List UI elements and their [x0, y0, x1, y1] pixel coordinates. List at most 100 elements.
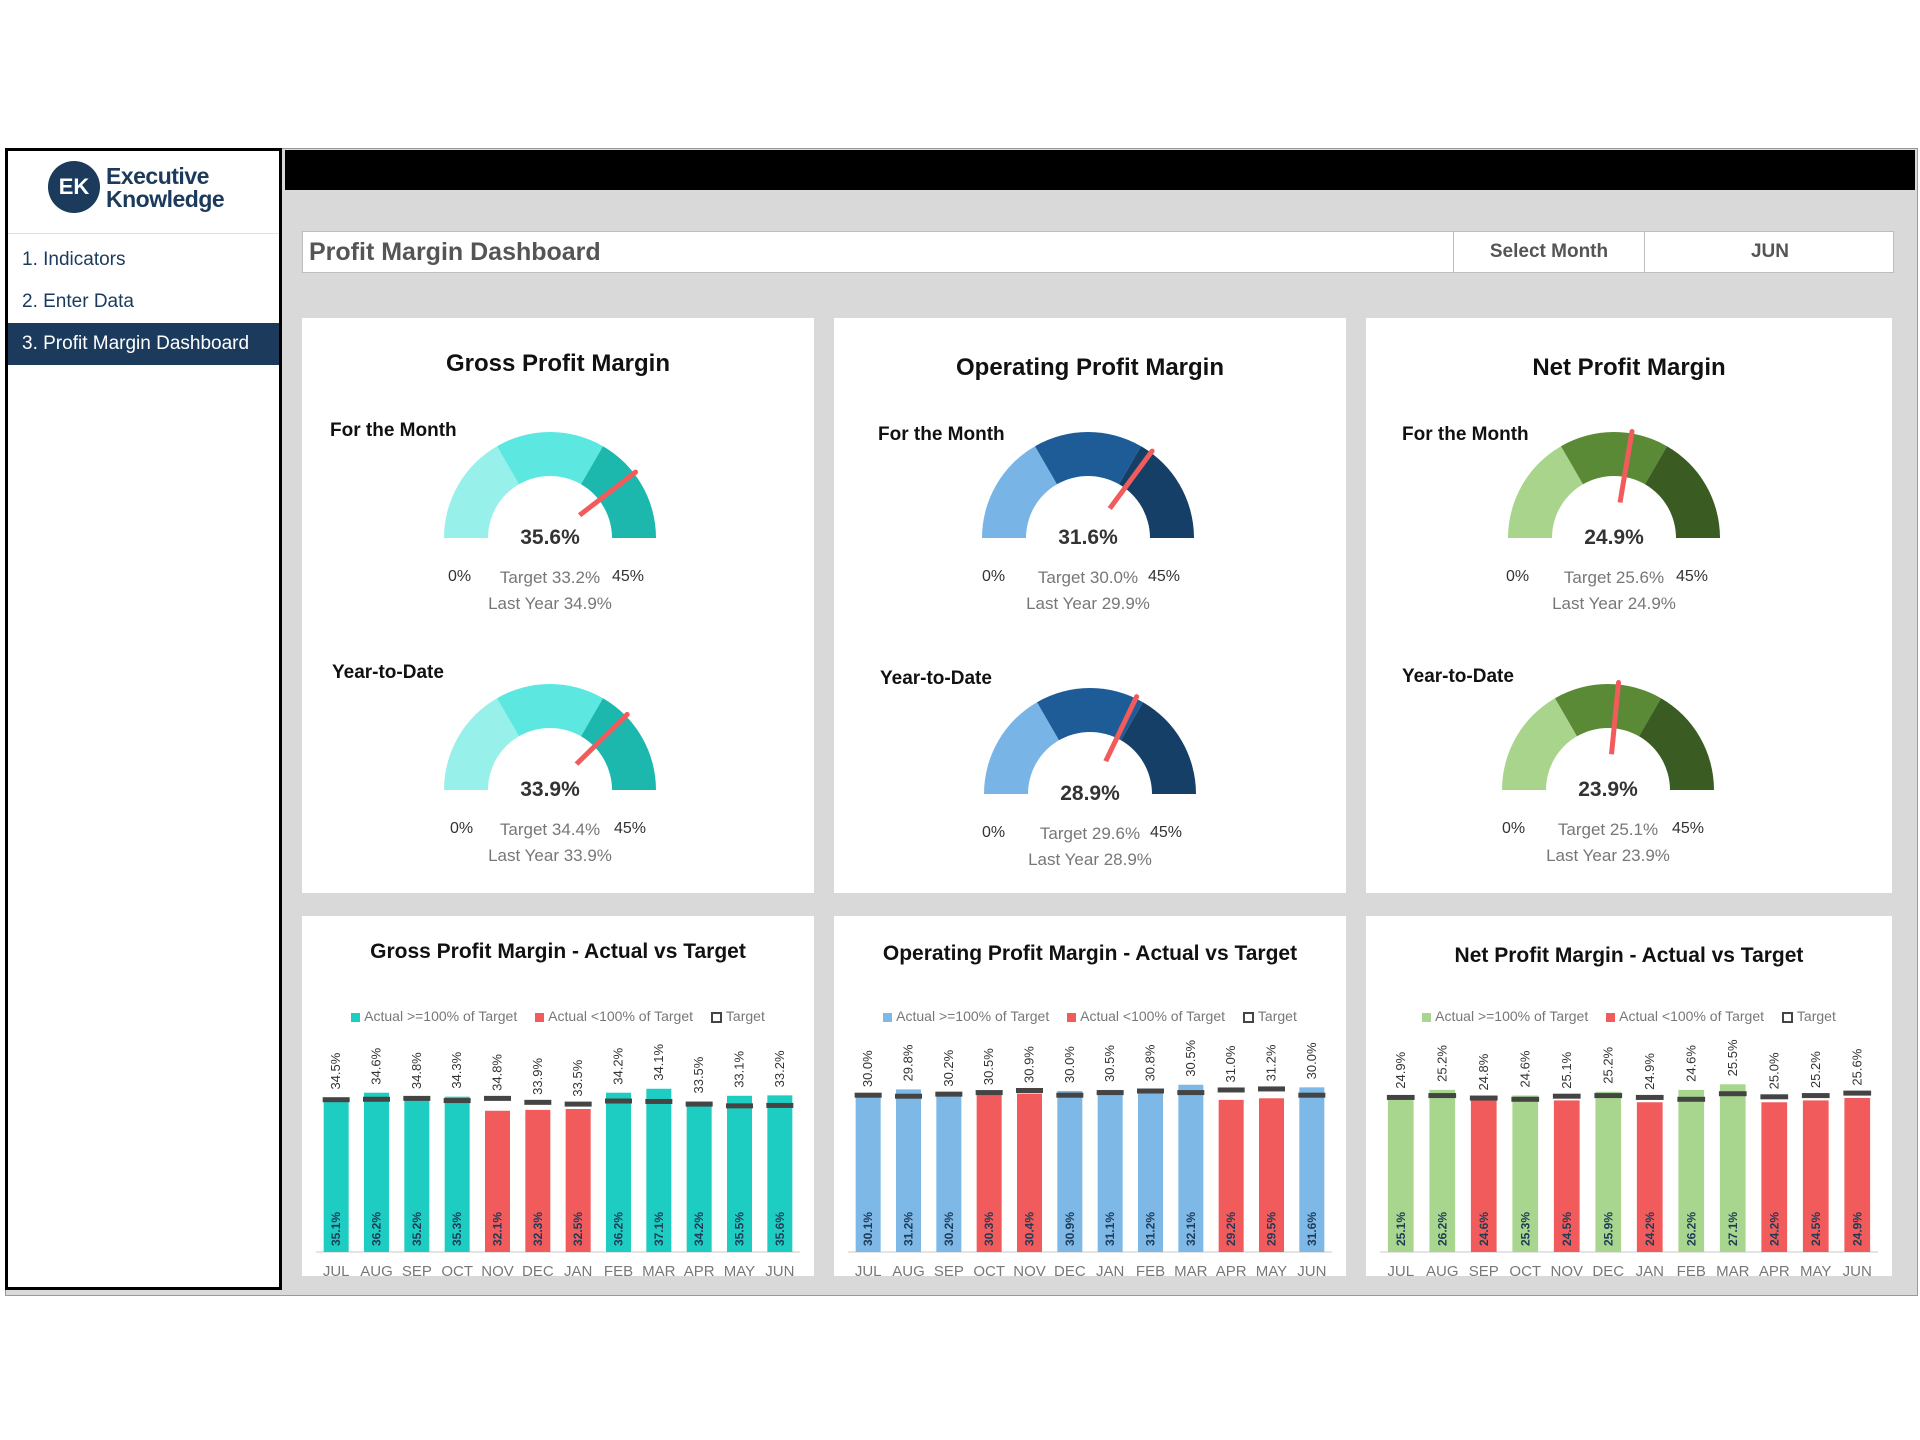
sidebar-item-indicators[interactable]: 1. Indicators	[22, 249, 126, 270]
x-tick-label: DEC	[1592, 1263, 1624, 1276]
bar-target-label: 24.9%	[1393, 1051, 1408, 1088]
bar-target-marker	[645, 1098, 673, 1104]
bar-target-label: 25.1%	[1559, 1051, 1574, 1088]
bar-target-marker	[766, 1102, 794, 1108]
bar-target-marker	[854, 1092, 882, 1098]
bar-target-marker	[685, 1101, 713, 1107]
gauge-svg	[444, 432, 656, 546]
gauge-last-year: Last Year 34.9%	[488, 594, 612, 613]
bar-actual	[1429, 1089, 1456, 1252]
bar-actual-label: 32.1%	[491, 1212, 505, 1246]
x-tick-label: SEP	[1469, 1263, 1499, 1276]
bar-target-label: 30.8%	[1143, 1044, 1158, 1081]
logo-text: Executive Knowledge	[106, 165, 225, 211]
bar-actual-label: 25.3%	[1518, 1212, 1532, 1246]
legend-label: Target	[1796, 1008, 1836, 1024]
legend-swatch	[883, 1012, 893, 1022]
bar-actual	[1844, 1097, 1871, 1252]
x-tick-label: MAY	[724, 1263, 755, 1276]
bar-actual-label: 31.1%	[1103, 1212, 1117, 1246]
legend-swatch	[1067, 1012, 1077, 1022]
gauge-band-mid	[1037, 688, 1143, 741]
bar-target-label: 34.8%	[490, 1054, 505, 1091]
gauge-band-low	[1508, 446, 1583, 538]
x-tick-label: AUG	[892, 1263, 925, 1276]
sidebar: EK Executive Knowledge 1. Indicators 2. …	[5, 148, 282, 1290]
select-month-label: Select Month	[1453, 232, 1644, 272]
bar-target-label: 24.6%	[1517, 1050, 1532, 1087]
gauge-hub	[510, 754, 590, 798]
legend-label: Actual >=100% of Target	[896, 1008, 1050, 1024]
ytd-label: Year-to-Date	[332, 662, 444, 683]
x-tick-label: JUN	[1297, 1263, 1326, 1276]
x-tick-label: FEB	[604, 1263, 633, 1276]
legend-label: Actual >=100% of Target	[1435, 1008, 1589, 1024]
bar-actual	[605, 1092, 632, 1252]
bar-actual-label: 24.5%	[1809, 1212, 1823, 1246]
bar-actual-label: 24.2%	[1643, 1212, 1657, 1246]
gauge-max: 45%	[1150, 824, 1183, 841]
gauge-max: 45%	[1148, 568, 1181, 585]
bar-actual-label: 36.2%	[370, 1212, 384, 1246]
gauge-min: 0%	[982, 824, 1006, 841]
bar-actual-label: 35.6%	[773, 1212, 787, 1246]
gauge-band-high	[581, 698, 656, 790]
logo: EK Executive Knowledge	[48, 161, 268, 225]
bar-target-label: 33.2%	[772, 1050, 787, 1087]
bar-actual-label: 35.3%	[450, 1212, 464, 1246]
bar-target-label: 24.6%	[1683, 1045, 1698, 1082]
legend-label: Actual <100% of Target	[1080, 1008, 1226, 1024]
x-tick-label: JAN	[1096, 1263, 1124, 1276]
bar-target-marker	[1635, 1094, 1664, 1100]
bar-actual-label: 35.2%	[410, 1212, 424, 1246]
bar-target-marker	[1677, 1096, 1706, 1102]
bar-actual	[1636, 1102, 1663, 1252]
legend-label: Target	[725, 1008, 765, 1024]
bar-actual	[1512, 1095, 1539, 1252]
legend-item-below: Actual <100% of Target	[1067, 1008, 1225, 1024]
bar-actual-label: 29.2%	[1224, 1212, 1238, 1246]
ytd-gauge: 23.9% 0% Target 25.1% 45% Last Year 23.9…	[1458, 678, 1758, 898]
gauge-min: 0%	[448, 568, 472, 585]
legend-item-below: Actual <100% of Target	[1606, 1008, 1764, 1024]
gauge-min: 0%	[1502, 820, 1526, 837]
bar-actual	[1595, 1091, 1622, 1252]
gauge-svg	[982, 432, 1194, 546]
bar-target-marker	[894, 1093, 923, 1099]
bar-actual-label: 31.6%	[1305, 1212, 1319, 1246]
gauge-min: 0%	[982, 568, 1006, 585]
gauge-max: 45%	[1672, 820, 1705, 837]
ytd-gauge: 33.9% 0% Target 34.4% 45% Last Year 33.9…	[400, 678, 700, 898]
gauge-target: Target 30.0%	[1037, 568, 1139, 587]
bar-actual-label: 27.1%	[1726, 1212, 1740, 1246]
x-tick-label: APR	[1216, 1263, 1247, 1276]
chart-title: Operating Profit Margin - Actual vs Targ…	[882, 942, 1298, 965]
x-tick-label: SEP	[934, 1263, 964, 1276]
bar-actual-label: 24.5%	[1560, 1212, 1574, 1246]
bar-actual-label: 29.5%	[1265, 1212, 1279, 1246]
bar-actual-label: 32.3%	[531, 1212, 545, 1246]
bar-target-marker	[1257, 1086, 1286, 1092]
sidebar-item-profit-margin-dashboard[interactable]: 3. Profit Margin Dashboard	[8, 323, 279, 365]
bar-actual	[1553, 1100, 1580, 1252]
month-selector[interactable]: JUN	[1644, 232, 1895, 272]
bar-target-label: 34.1%	[651, 1043, 666, 1080]
gross-profit-chart-panel: Gross Profit Margin - Actual vs Target A…	[302, 916, 814, 1276]
bar-actual	[1678, 1089, 1705, 1252]
bar-target-marker	[1511, 1096, 1540, 1102]
x-tick-label: JUL	[855, 1263, 882, 1276]
gauge-band-mid	[497, 432, 603, 485]
gauge-last-year: Last Year 33.9%	[488, 846, 612, 865]
x-tick-label: APR	[684, 1263, 715, 1276]
sidebar-item-enter-data[interactable]: 2. Enter Data	[22, 291, 134, 312]
bar-target-marker	[604, 1098, 633, 1104]
gauge-target: Target 25.6%	[1563, 568, 1665, 587]
bar-actual	[767, 1095, 793, 1252]
x-tick-label: NOV	[481, 1263, 514, 1276]
bar-target-marker	[1428, 1093, 1457, 1099]
gauge-value: 33.9%	[520, 778, 580, 801]
ytd-gauge: 28.9% 0% Target 29.6% 45% Last Year 28.9…	[940, 682, 1240, 902]
panel-title: Operating Profit Margin	[955, 354, 1224, 381]
bar-actual-label: 25.9%	[1601, 1212, 1615, 1246]
gauge-last-year: Last Year 24.9%	[1552, 594, 1676, 613]
